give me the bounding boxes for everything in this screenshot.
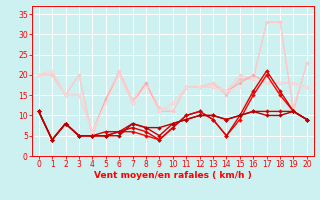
X-axis label: Vent moyen/en rafales ( km/h ): Vent moyen/en rafales ( km/h ) <box>94 171 252 180</box>
